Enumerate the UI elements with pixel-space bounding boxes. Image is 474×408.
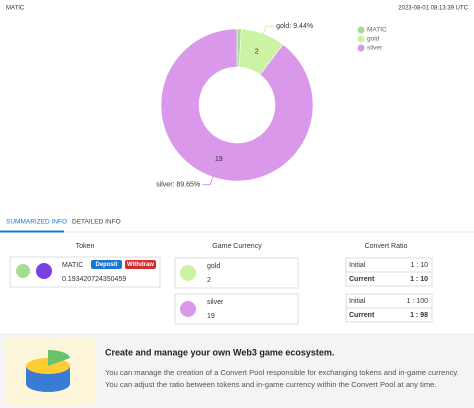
legend-label: silver: [367, 45, 383, 52]
currency-icon: [180, 265, 196, 281]
tabs: SUMMARIZED INFO DETAILED INFO: [0, 219, 121, 233]
section-heading: Convert Ratio: [365, 243, 408, 250]
slice-outer-label: silver: 89.65%: [156, 181, 200, 188]
banner-line: You can adjust the ratio between tokens …: [105, 380, 437, 389]
tab[interactable]: DETAILED INFO: [72, 219, 121, 226]
ratio-label: Initial: [349, 262, 366, 269]
currency-name: silver: [207, 299, 224, 306]
ratio-label: Current: [349, 276, 375, 283]
tab[interactable]: SUMMARIZED INFO: [6, 219, 67, 226]
currency-icon: [180, 301, 196, 317]
ratio-value: 1 : 100: [407, 298, 429, 305]
currency-cards: gold 2 silver 19: [174, 257, 299, 325]
ratio-tables: Initial 1 : 10 Current 1 : 10 Initial 1 : 100…: [345, 257, 433, 323]
legend-label: MATIC: [367, 27, 387, 34]
legend: MATIC gold silver: [357, 26, 387, 52]
token-color: [16, 264, 30, 278]
withdraw-button[interactable]: [125, 260, 156, 269]
ratio-label: Current: [349, 312, 375, 319]
slice-value-label: 19: [215, 156, 223, 163]
slice-outer-label: gold: 9.44%: [276, 23, 313, 30]
currency-amount: 19: [207, 313, 215, 320]
currency-name: gold: [207, 263, 220, 270]
slice: [160, 28, 314, 182]
tab-indicator: [0, 230, 64, 233]
withdraw-label[interactable]: Withdraw: [127, 262, 154, 268]
legend-label: gold: [367, 36, 380, 43]
banner-title: Create and manage your own Web3 game eco…: [105, 347, 334, 357]
label-connector: [262, 25, 275, 34]
token-balance: 0.193420724350459: [62, 276, 126, 283]
banner-line: You can manage the creation of a Convert…: [105, 368, 459, 377]
legend-swatch: [357, 26, 365, 34]
currency-amount: 2: [207, 277, 211, 284]
deposit-button[interactable]: [91, 260, 122, 269]
page-title: MATIC: [6, 6, 25, 12]
section-heading: Token: [76, 243, 95, 250]
label-connector: [202, 176, 214, 186]
deposit-label[interactable]: Deposit: [95, 262, 117, 268]
ratio-label: Initial: [349, 298, 366, 305]
ratio-value: 1 : 10: [410, 276, 428, 283]
slice-value-label: 2: [255, 48, 259, 55]
legend-swatch: [357, 44, 365, 52]
donut-chart: 2 gold: 9.44% 19 silver: 89.65%: [156, 23, 314, 188]
token-name: MATIC: [62, 262, 83, 269]
pie-illustration: [48, 350, 70, 366]
section-heading: Game Currency: [212, 243, 262, 250]
ratio-value: 1 : 10: [410, 262, 428, 269]
timestamp: 2023-08-01 08:13:39 UTC: [398, 6, 468, 12]
ratio-value: 1 : 98: [410, 312, 428, 319]
matic-icon: [36, 263, 52, 279]
legend-swatch: [357, 35, 365, 43]
